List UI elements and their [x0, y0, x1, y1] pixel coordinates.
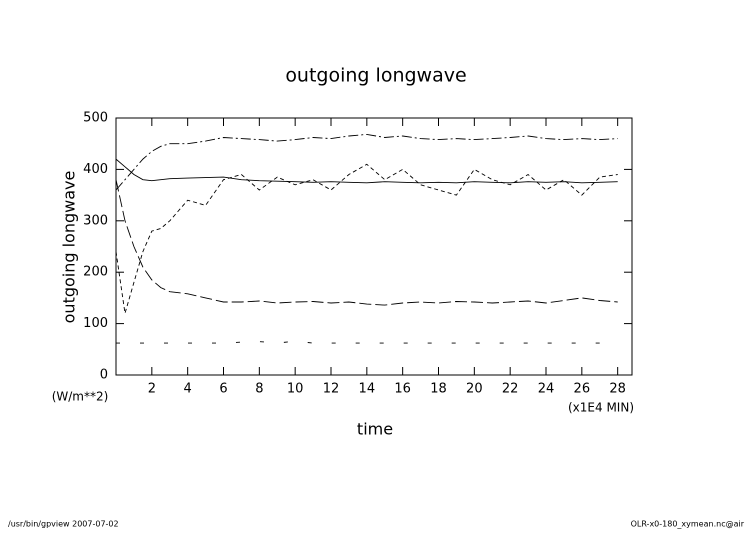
y-tick-label: 300: [83, 213, 108, 228]
x-tick-label: 18: [430, 382, 447, 397]
x-tick-label: 22: [502, 382, 519, 397]
y-axis-label: outgoing longwave: [60, 171, 79, 324]
y-tick-label: 200: [83, 265, 108, 280]
x-axis-label: time: [357, 420, 393, 439]
x-tick-label: 4: [184, 382, 192, 397]
x-tick-label: 24: [538, 382, 555, 397]
x-tick-label: 8: [255, 382, 263, 397]
footer-right: OLR-x0-180_xymean.nc@air: [631, 520, 745, 529]
x-tick-label: 26: [574, 382, 591, 397]
footer-left: /usr/bin/gpview 2007-07-02: [8, 520, 119, 529]
x-tick-label: 10: [287, 382, 304, 397]
y-tick-label: 500: [83, 111, 108, 126]
chart-title: outgoing longwave: [285, 65, 466, 87]
x-tick-label: 16: [394, 382, 411, 397]
y-tick-label: 400: [83, 162, 108, 177]
plot-frame: [115, 117, 633, 376]
data-line: [116, 340, 618, 344]
x-tick-label: 6: [219, 382, 227, 397]
x-unit: (x1E4 MIN): [568, 401, 634, 415]
x-tick-label: 12: [323, 382, 340, 397]
data-line: [115, 179, 618, 306]
y-tick-label: 0: [100, 368, 108, 383]
x-tick-label: 20: [466, 382, 483, 397]
data-line: [115, 158, 618, 184]
y-unit: (W/m**2): [52, 390, 109, 404]
x-tick-label: 28: [609, 382, 626, 397]
y-tick-label: 100: [83, 316, 108, 331]
x-tick-label: 14: [359, 382, 376, 397]
x-tick-label: 2: [148, 382, 156, 397]
data-line: [115, 133, 618, 191]
